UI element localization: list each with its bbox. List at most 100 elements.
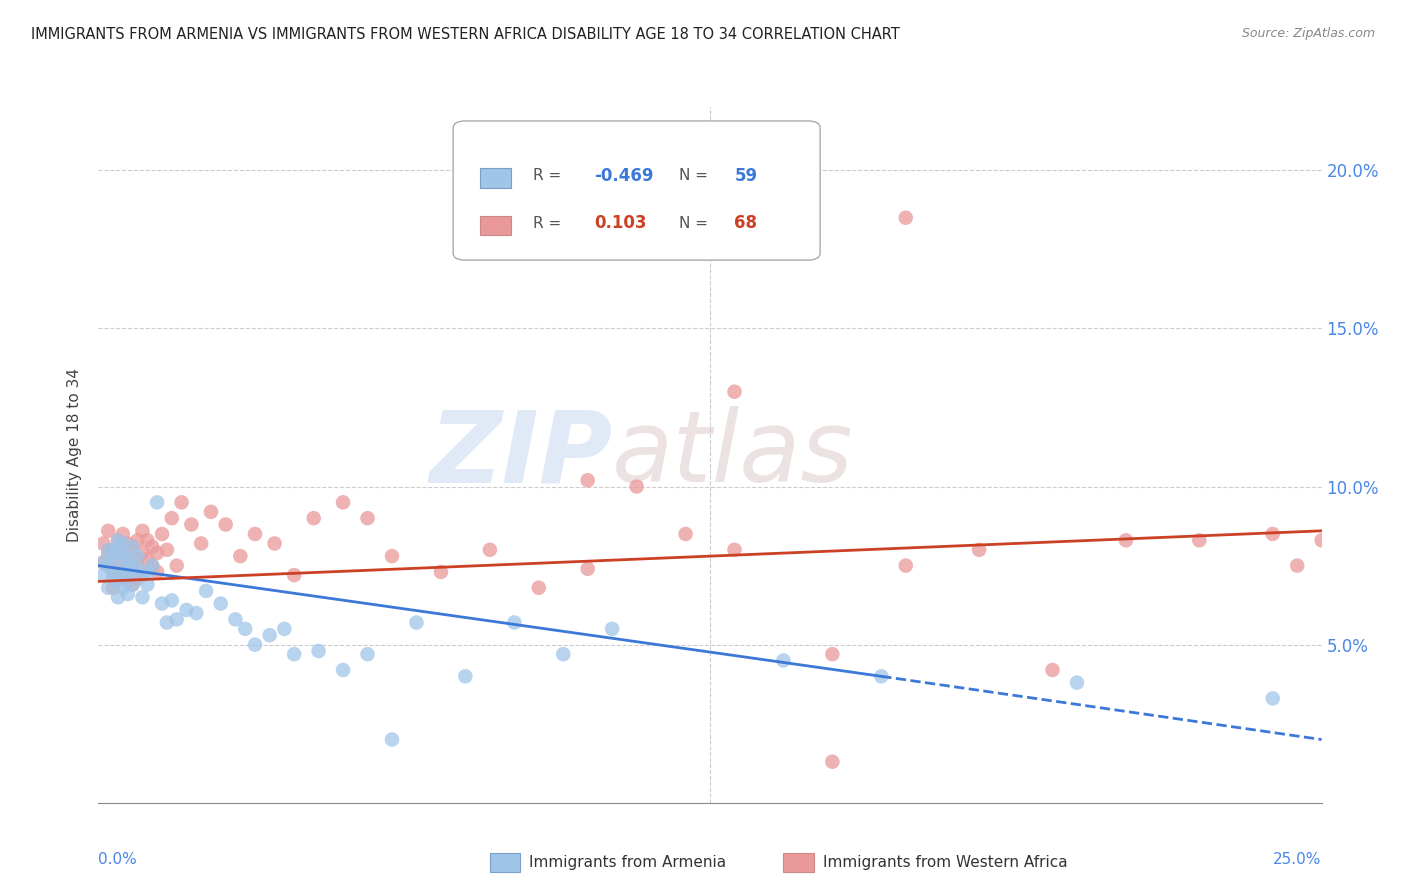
Text: IMMIGRANTS FROM ARMENIA VS IMMIGRANTS FROM WESTERN AFRICA DISABILITY AGE 18 TO 3: IMMIGRANTS FROM ARMENIA VS IMMIGRANTS FR… (31, 27, 900, 42)
Point (111, 546, 134, 560)
Point (283, 568, 305, 582)
Point (600, 622, 623, 636)
Point (111, 527, 134, 541)
Point (141, 558, 163, 573)
Point (121, 540, 143, 554)
Point (127, 562, 149, 576)
Point (101, 581, 124, 595)
Point (91, 556, 114, 570)
Text: Immigrants from Armenia: Immigrants from Armenia (529, 855, 725, 870)
Point (821, 755, 844, 769)
Point (136, 565, 159, 579)
Point (127, 533, 149, 548)
Point (186, 606, 208, 620)
Point (111, 536, 134, 550)
Point (478, 542, 501, 557)
Point (214, 517, 236, 532)
Point (229, 549, 252, 563)
Point (107, 574, 129, 589)
Text: 59: 59 (734, 167, 758, 185)
Point (101, 571, 124, 585)
Point (101, 552, 124, 566)
Point (136, 552, 159, 566)
Point (150, 527, 173, 541)
Point (127, 571, 149, 585)
Point (121, 577, 143, 591)
Point (131, 546, 153, 560)
Point (381, 549, 404, 563)
Point (243, 638, 266, 652)
Point (156, 615, 179, 630)
Point (160, 511, 183, 525)
Point (101, 565, 124, 579)
Point (101, 546, 124, 560)
Point (131, 591, 153, 605)
Point (91, 556, 114, 570)
Point (870, 669, 893, 683)
Point (117, 574, 139, 589)
Point (107, 552, 129, 566)
Text: 25.0%: 25.0% (1274, 852, 1322, 866)
Point (91, 568, 114, 582)
Point (117, 587, 139, 601)
FancyBboxPatch shape (479, 169, 510, 187)
Point (723, 542, 745, 557)
Point (356, 511, 378, 525)
Text: Immigrants from Western Africa: Immigrants from Western Africa (823, 855, 1067, 870)
Text: R =: R = (533, 216, 571, 231)
Point (1188, 533, 1211, 548)
Point (131, 568, 153, 582)
Point (117, 565, 139, 579)
Point (243, 527, 266, 541)
Point (111, 562, 134, 576)
Point (576, 473, 599, 487)
Point (195, 583, 218, 598)
Point (176, 603, 198, 617)
Point (121, 558, 143, 573)
Point (576, 562, 599, 576)
Point (626, 479, 648, 493)
Point (200, 505, 222, 519)
Point (156, 542, 179, 557)
Text: N =: N = (679, 168, 713, 183)
Point (91, 536, 114, 550)
Point (131, 524, 153, 538)
Text: Source: ZipAtlas.com: Source: ZipAtlas.com (1241, 27, 1375, 40)
Point (107, 542, 129, 557)
Point (170, 495, 193, 509)
Point (454, 669, 477, 683)
Point (136, 533, 159, 548)
Point (405, 615, 427, 630)
Point (1042, 663, 1064, 677)
Point (233, 622, 256, 636)
Point (224, 612, 246, 626)
Point (107, 533, 129, 548)
Point (821, 647, 844, 661)
Point (273, 622, 295, 636)
Text: 68: 68 (734, 214, 758, 232)
Point (121, 558, 143, 573)
Point (166, 558, 188, 573)
Point (772, 653, 794, 667)
Point (107, 591, 129, 605)
Point (150, 597, 173, 611)
Point (283, 647, 305, 661)
Point (894, 211, 917, 225)
FancyBboxPatch shape (783, 853, 814, 872)
Point (97, 546, 120, 560)
Point (97, 542, 120, 557)
FancyBboxPatch shape (479, 216, 510, 235)
Point (967, 542, 990, 557)
Point (111, 581, 134, 595)
Point (117, 536, 139, 550)
Point (97, 558, 120, 573)
Point (107, 533, 129, 548)
Text: -0.469: -0.469 (593, 167, 654, 185)
Point (127, 552, 149, 566)
Point (141, 558, 163, 573)
Point (117, 568, 139, 582)
Point (894, 558, 917, 573)
Point (723, 384, 745, 399)
Point (101, 562, 124, 576)
Point (141, 540, 163, 554)
